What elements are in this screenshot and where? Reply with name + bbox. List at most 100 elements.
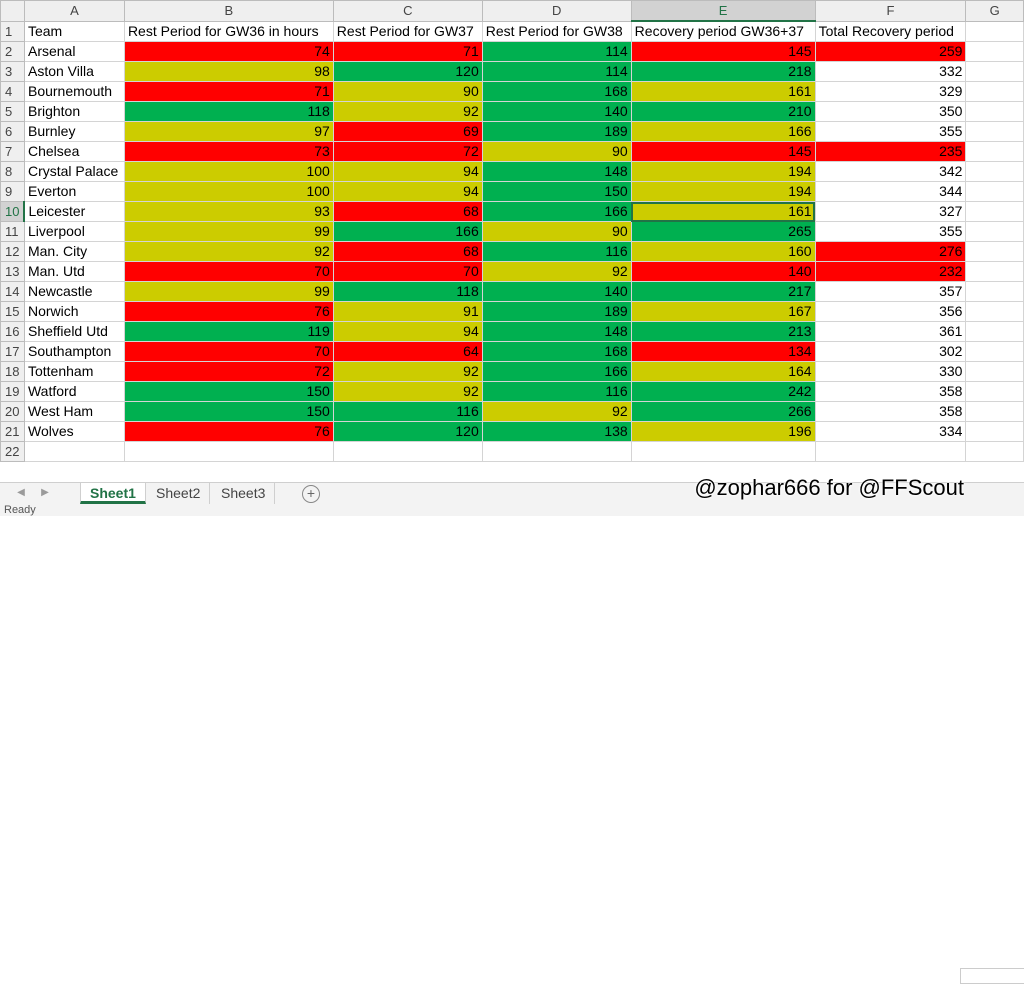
cell-g18[interactable]: [965, 361, 1024, 382]
value-cell-d[interactable]: 189: [481, 301, 632, 322]
row-header-17[interactable]: 17: [0, 341, 25, 362]
value-cell-f[interactable]: 358: [814, 381, 967, 402]
row-header-10[interactable]: 10: [0, 201, 26, 222]
value-cell-b[interactable]: 70: [123, 261, 334, 282]
row-header-20[interactable]: 20: [0, 401, 25, 422]
row-header-6[interactable]: 6: [0, 121, 25, 142]
column-header-g[interactable]: G: [965, 0, 1024, 22]
team-name-cell[interactable]: Leicester: [23, 201, 125, 222]
cell-g21[interactable]: [965, 421, 1024, 442]
team-name-cell[interactable]: Crystal Palace: [23, 161, 125, 182]
header-cell-f[interactable]: Total Recovery period: [814, 20, 967, 42]
value-cell-e[interactable]: 213: [630, 321, 816, 342]
header-cell-e[interactable]: Recovery period GW36+37: [630, 20, 816, 42]
cell-g9[interactable]: [965, 181, 1024, 202]
value-cell-f[interactable]: 357: [814, 281, 967, 302]
cell-g8[interactable]: [965, 161, 1024, 182]
team-name-cell[interactable]: Tottenham: [23, 361, 125, 382]
team-name-cell[interactable]: Chelsea: [23, 141, 125, 162]
value-cell-c[interactable]: 120: [332, 61, 483, 82]
row-header-4[interactable]: 4: [0, 81, 25, 102]
value-cell-d[interactable]: 166: [481, 361, 632, 382]
value-cell-d[interactable]: 114: [481, 61, 632, 82]
value-cell-c[interactable]: 71: [332, 41, 483, 62]
tab-sheet3[interactable]: Sheet3: [212, 483, 276, 504]
value-cell-e[interactable]: 164: [630, 361, 816, 382]
value-cell-f[interactable]: 355: [814, 121, 967, 142]
cell-g1[interactable]: [965, 20, 1024, 42]
value-cell-b[interactable]: 99: [123, 221, 334, 242]
row-header-22[interactable]: 22: [0, 441, 25, 462]
value-cell-f[interactable]: 330: [814, 361, 967, 382]
value-cell-b[interactable]: 98: [123, 61, 334, 82]
empty-cell[interactable]: [965, 441, 1024, 462]
row-header-7[interactable]: 7: [0, 141, 25, 162]
value-cell-e[interactable]: 242: [630, 381, 816, 402]
value-cell-f[interactable]: 361: [814, 321, 967, 342]
empty-cell[interactable]: [481, 441, 632, 462]
column-header-e[interactable]: E: [630, 0, 816, 22]
cell-g15[interactable]: [965, 301, 1024, 322]
add-sheet-icon[interactable]: +: [302, 485, 320, 503]
value-cell-d[interactable]: 189: [481, 121, 632, 142]
empty-cell[interactable]: [332, 441, 483, 462]
column-header-c[interactable]: C: [332, 0, 483, 22]
value-cell-e[interactable]: 160: [630, 241, 816, 262]
cell-g17[interactable]: [965, 341, 1024, 362]
value-cell-b[interactable]: 93: [123, 201, 334, 222]
value-cell-f[interactable]: 350: [814, 101, 967, 122]
row-header-18[interactable]: 18: [0, 361, 25, 382]
value-cell-d[interactable]: 150: [481, 181, 632, 202]
cell-g20[interactable]: [965, 401, 1024, 422]
row-header-21[interactable]: 21: [0, 421, 25, 442]
value-cell-d[interactable]: 148: [481, 321, 632, 342]
team-name-cell[interactable]: Burnley: [23, 121, 125, 142]
value-cell-f[interactable]: 302: [814, 341, 967, 362]
value-cell-d[interactable]: 116: [481, 381, 632, 402]
value-cell-e[interactable]: 134: [630, 341, 816, 362]
value-cell-b[interactable]: 72: [123, 361, 334, 382]
value-cell-c[interactable]: 92: [332, 361, 483, 382]
cell-g6[interactable]: [965, 121, 1024, 142]
value-cell-e[interactable]: 194: [630, 161, 816, 182]
column-header-f[interactable]: F: [814, 0, 967, 22]
value-cell-e[interactable]: 265: [630, 221, 816, 242]
value-cell-b[interactable]: 76: [123, 301, 334, 322]
value-cell-f[interactable]: 327: [814, 201, 967, 222]
tab-sheet1[interactable]: Sheet1: [80, 483, 146, 504]
empty-cell[interactable]: [814, 441, 967, 462]
cell-g5[interactable]: [965, 101, 1024, 122]
value-cell-d[interactable]: 116: [481, 241, 632, 262]
value-cell-b[interactable]: 118: [123, 101, 334, 122]
value-cell-c[interactable]: 166: [332, 221, 483, 242]
team-name-cell[interactable]: Wolves: [23, 421, 125, 442]
row-header-15[interactable]: 15: [0, 301, 25, 322]
row-header-14[interactable]: 14: [0, 281, 25, 302]
value-cell-c[interactable]: 94: [332, 161, 483, 182]
value-cell-c[interactable]: 116: [332, 401, 483, 422]
value-cell-e[interactable]: 166: [630, 121, 816, 142]
team-name-cell[interactable]: Bournemouth: [23, 81, 125, 102]
value-cell-e[interactable]: 210: [630, 101, 816, 122]
value-cell-e[interactable]: 145: [630, 141, 816, 162]
header-cell-d[interactable]: Rest Period for GW38: [481, 20, 632, 42]
value-cell-c[interactable]: 68: [332, 241, 483, 262]
team-name-cell[interactable]: Everton: [23, 181, 125, 202]
row-header-9[interactable]: 9: [0, 181, 25, 202]
value-cell-e[interactable]: 161: [630, 81, 816, 102]
value-cell-c[interactable]: 90: [332, 81, 483, 102]
horizontal-scrollbar[interactable]: [960, 968, 1024, 984]
value-cell-f[interactable]: 356: [814, 301, 967, 322]
value-cell-e[interactable]: 218: [630, 61, 816, 82]
value-cell-b[interactable]: 119: [123, 321, 334, 342]
row-header-19[interactable]: 19: [0, 381, 25, 402]
team-name-cell[interactable]: West Ham: [23, 401, 125, 422]
cell-g11[interactable]: [965, 221, 1024, 242]
value-cell-d[interactable]: 114: [481, 41, 632, 62]
value-cell-f[interactable]: 259: [814, 41, 967, 62]
row-header-3[interactable]: 3: [0, 61, 25, 82]
team-name-cell[interactable]: Man. Utd: [23, 261, 125, 282]
column-header-d[interactable]: D: [481, 0, 632, 22]
row-header-13[interactable]: 13: [0, 261, 25, 282]
